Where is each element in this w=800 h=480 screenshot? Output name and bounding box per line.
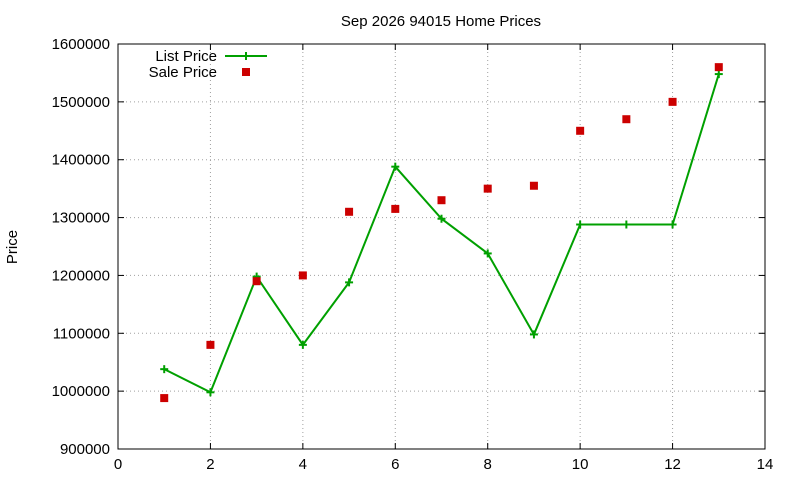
- series-layer: [160, 63, 723, 403]
- y-tick-label: 1300000: [52, 210, 110, 227]
- x-tick-label: 6: [391, 456, 399, 473]
- list-price-point: [437, 214, 446, 223]
- sale-price-point: [576, 126, 585, 135]
- list-price-point: [391, 162, 400, 171]
- list-price-point: [483, 249, 492, 258]
- list-price-point: [622, 220, 631, 229]
- list-price-point: [345, 278, 354, 287]
- x-tick-label: 12: [664, 456, 681, 473]
- x-tick-label: 4: [299, 456, 307, 473]
- plot-border: [117, 43, 766, 450]
- y-tick-label: 1100000: [53, 325, 110, 342]
- sale-price-point: [437, 196, 446, 205]
- y-tick-label: 1500000: [52, 94, 110, 111]
- legend-marker-plus: [242, 52, 250, 60]
- sale-price-point: [252, 277, 261, 286]
- sale-price-point: [345, 207, 354, 216]
- legend-label: List Price: [155, 48, 217, 65]
- y-tick-label: 900000: [60, 441, 110, 458]
- x-tick-label: 2: [206, 456, 214, 473]
- list-price-point: [298, 340, 307, 349]
- x-tick-label: 0: [114, 456, 122, 473]
- series-sale-price: [160, 63, 723, 403]
- sale-price-point: [668, 97, 677, 106]
- sale-price-point: [160, 394, 169, 403]
- y-tick-label: 1200000: [52, 267, 110, 284]
- sale-price-point: [483, 184, 492, 193]
- list-price-point: [529, 330, 538, 339]
- sale-price-point: [529, 181, 538, 190]
- y-tick-label: 1000000: [52, 383, 110, 400]
- legend-label: Sale Price: [149, 64, 217, 81]
- list-price-point: [206, 388, 215, 397]
- list-price-point: [160, 365, 169, 374]
- x-tick-label: 10: [572, 456, 589, 473]
- sale-price-point: [298, 271, 307, 280]
- list-price-point: [714, 70, 723, 79]
- y-tick-label: 1400000: [52, 152, 110, 169]
- y-axis-label: Price: [4, 230, 21, 264]
- y-tick-label: 1600000: [52, 36, 110, 53]
- x-tick-label: 14: [757, 456, 774, 473]
- series-list-price: [160, 70, 723, 397]
- sale-price-point: [622, 115, 631, 124]
- list-price-point: [576, 220, 585, 229]
- sale-price-point: [714, 63, 723, 72]
- x-tick-label: 8: [484, 456, 492, 473]
- chart-title: Sep 2026 94015 Home Prices: [341, 13, 541, 30]
- sale-price-point: [206, 340, 215, 349]
- sale-price-point: [391, 204, 400, 213]
- list-price-point: [668, 220, 677, 229]
- tick-label-layer: 0 2 4 6 8 10 12 14 900000 1000000 1100000 1200000 13…: [52, 36, 774, 473]
- legend-marker-square: [242, 68, 250, 76]
